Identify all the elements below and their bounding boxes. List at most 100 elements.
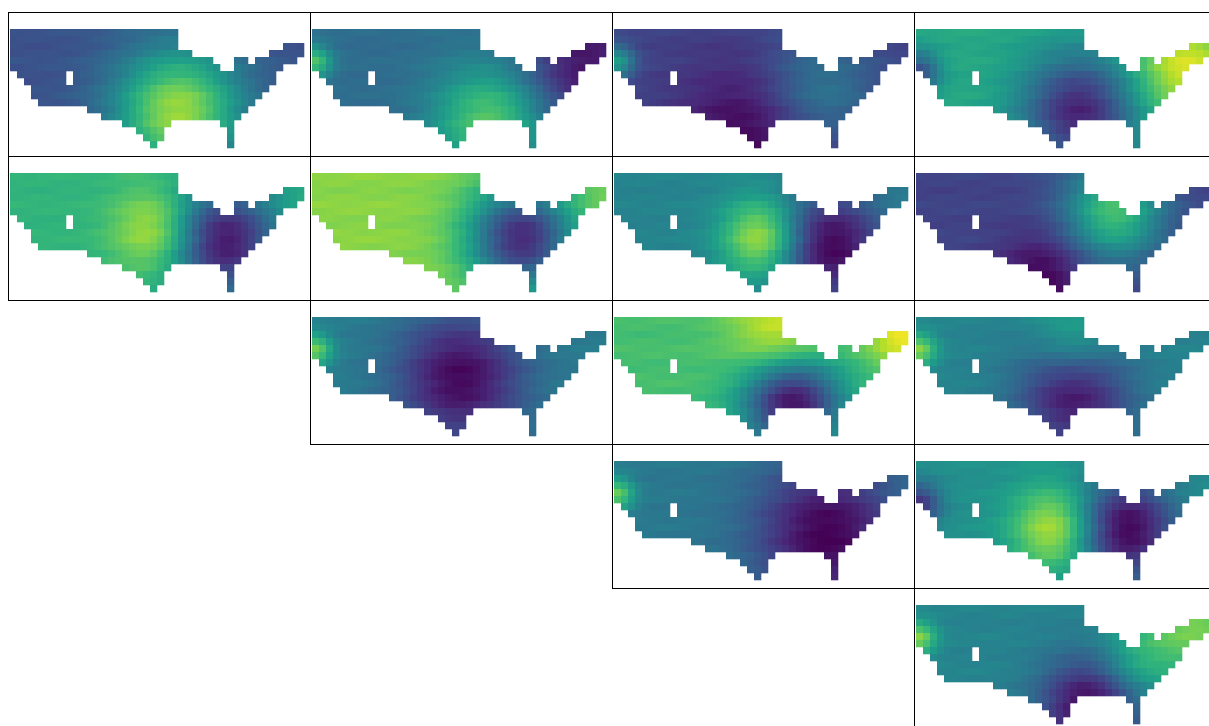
map-cell (761, 317, 769, 325)
map-cell (789, 538, 797, 546)
map-cell (951, 324, 959, 332)
map-cell (410, 85, 418, 93)
map-cell (382, 324, 390, 332)
map-cell (108, 208, 116, 216)
map-cell (431, 338, 439, 346)
map-cell (691, 64, 699, 72)
map-cell (494, 387, 502, 395)
map-cell (635, 338, 643, 346)
map-cell (10, 180, 18, 188)
map-cell (719, 489, 727, 497)
map-cell (712, 113, 720, 121)
map-cell (733, 29, 741, 37)
map-cell (24, 208, 32, 216)
panels (8, 12, 1209, 726)
map-cell (1112, 85, 1120, 93)
map-cell (719, 524, 727, 532)
map-cell (227, 278, 235, 286)
map-cell (227, 257, 235, 265)
map-cell (438, 180, 446, 188)
map-cell (466, 64, 474, 72)
map-cell (403, 113, 411, 121)
map-cell (1014, 106, 1022, 114)
map-cell (1007, 394, 1015, 402)
map-cell (663, 194, 671, 202)
map-cell (1098, 373, 1106, 381)
map-cell (529, 92, 537, 100)
map-cell (347, 208, 355, 216)
map-cell (529, 222, 537, 230)
map-cell (1084, 229, 1092, 237)
map-cell (1077, 50, 1085, 58)
map-cell (438, 194, 446, 202)
map-cell (993, 222, 1001, 230)
map-cell (894, 194, 902, 202)
map-cell (845, 236, 853, 244)
map-cell (269, 222, 277, 230)
map-cell (340, 243, 348, 251)
map-cell (459, 113, 467, 121)
map-cell (691, 345, 699, 353)
map-cell (663, 99, 671, 107)
map-cell (1035, 359, 1043, 367)
map-cell (810, 57, 818, 65)
map-cell (234, 222, 242, 230)
map-cell (684, 352, 692, 360)
map-cell (677, 43, 685, 51)
map-cell (1063, 422, 1071, 430)
map-cell (663, 524, 671, 532)
map-cell (698, 99, 706, 107)
map-cell (901, 43, 909, 51)
map-panel (310, 156, 613, 301)
map-cell (677, 99, 685, 107)
map-cell (115, 36, 123, 44)
map-cell (768, 387, 776, 395)
map-cell (347, 366, 355, 374)
map-cell (438, 338, 446, 346)
map-cell (761, 503, 769, 511)
map-cell (501, 345, 509, 353)
map-cell (965, 359, 973, 367)
map-cell (333, 85, 341, 93)
map-cell (262, 201, 270, 209)
map-cell (143, 215, 151, 223)
map-cell (775, 461, 783, 469)
map-cell (1161, 208, 1169, 216)
map-cell (789, 208, 797, 216)
map-cell (663, 387, 671, 395)
map-cell (66, 208, 74, 216)
map-cell (473, 99, 481, 107)
map-cell (108, 187, 116, 195)
map-cell (1049, 229, 1057, 237)
map-cell (452, 373, 460, 381)
map-cell (719, 194, 727, 202)
map-cell (789, 366, 797, 374)
map-cell (94, 194, 102, 202)
map-cell (614, 352, 622, 360)
map-cell (733, 180, 741, 188)
map-cell (1056, 64, 1064, 72)
map-cell (768, 208, 776, 216)
map-cell (1098, 257, 1106, 265)
map-cell (445, 271, 453, 279)
map-cell (649, 85, 657, 93)
map-cell (1042, 380, 1050, 388)
map-cell (740, 120, 748, 128)
map-cell (649, 475, 657, 483)
map-cell (403, 50, 411, 58)
map-cell (129, 113, 137, 121)
map-cell (248, 236, 256, 244)
map-cell (1203, 331, 1209, 339)
map-cell (923, 468, 931, 476)
map-cell (361, 338, 369, 346)
map-cell (375, 187, 383, 195)
map-cell (1175, 338, 1183, 346)
map-cell (775, 503, 783, 511)
map-cell (340, 201, 348, 209)
map-cell (1140, 250, 1148, 258)
map-cell (1091, 50, 1099, 58)
map-cell (663, 468, 671, 476)
map-cell (698, 461, 706, 469)
map-cell (684, 92, 692, 100)
map-cell (1014, 208, 1022, 216)
